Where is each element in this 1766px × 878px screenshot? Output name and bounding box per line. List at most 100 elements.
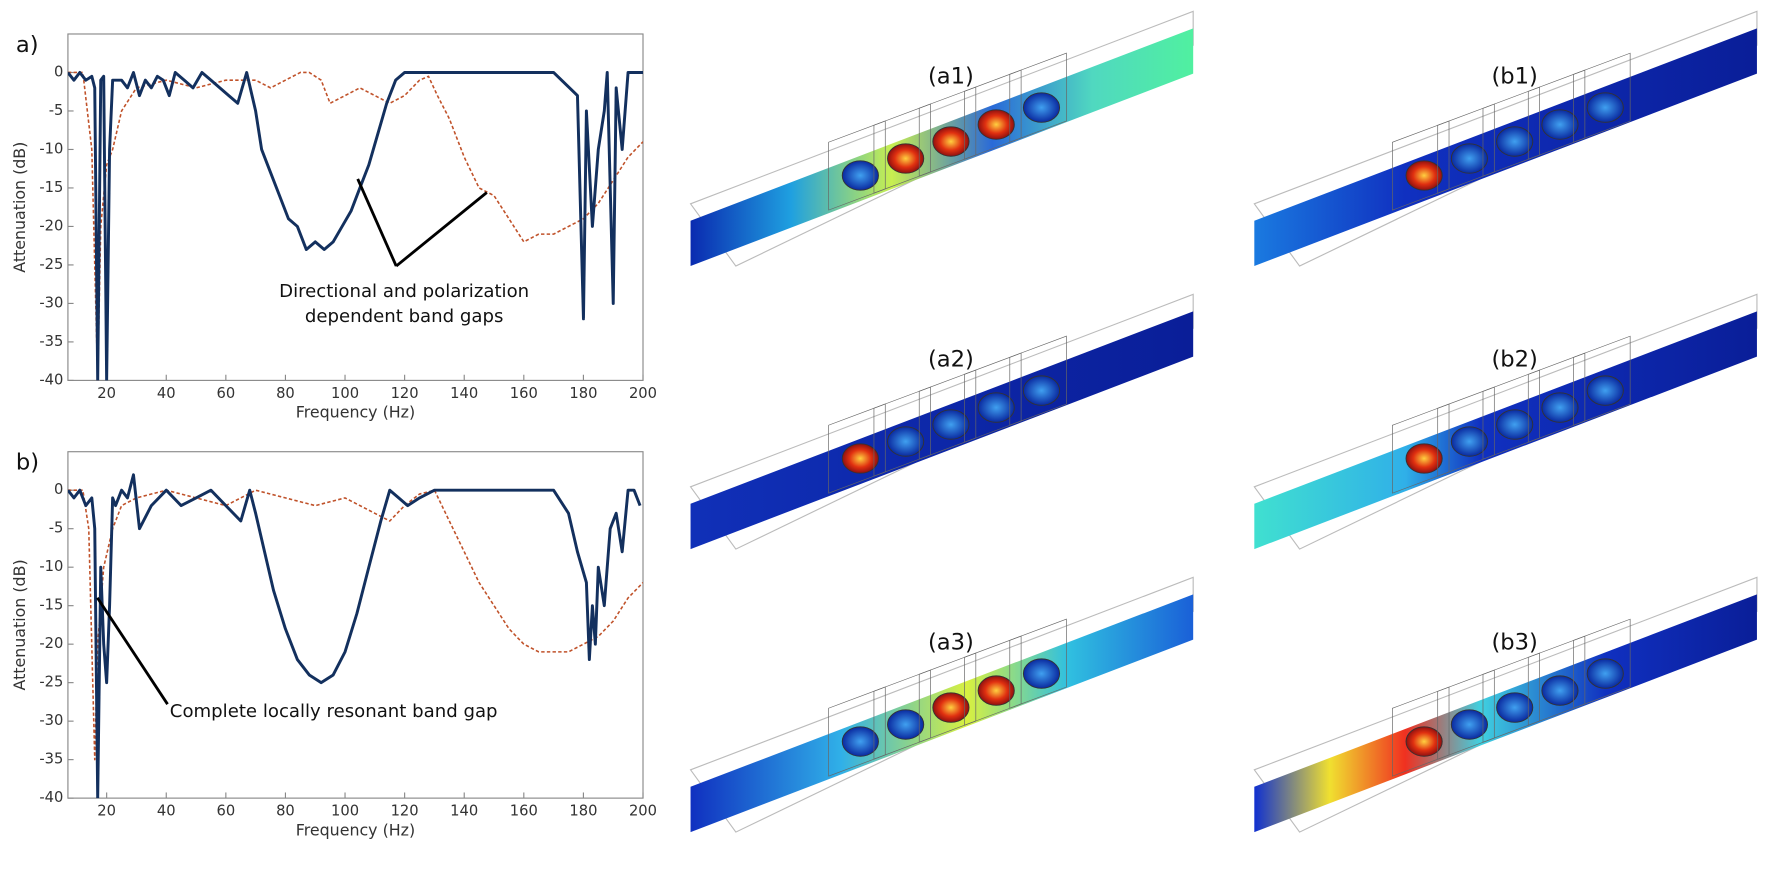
resonator [1450,709,1488,740]
x-tick-label: 140 [450,385,478,402]
x-tick-label: 200 [629,803,657,820]
simulation-panel: (b3) [1253,576,1758,833]
series-line [67,473,642,799]
x-tick-label: 60 [216,385,235,402]
x-tick-label: 120 [391,385,419,402]
x-axis-label: Frequency (Hz) [296,820,415,839]
cell [964,635,1022,726]
annotation: Complete locally resonant band gap [170,701,498,722]
x-tick-label: 180 [569,803,597,820]
x-tick-label: 40 [157,385,176,402]
resonator [1541,392,1579,423]
simulation-panel: (a2) [689,293,1194,550]
annotation-pointer [96,596,169,705]
cell [1527,635,1586,726]
cell [1392,403,1450,494]
panel-label: b) [16,450,39,476]
resonator [841,726,879,757]
resonator [1022,658,1061,689]
cell [1009,618,1067,709]
resonator [1022,375,1061,406]
y-axis-label: Attenuation (dB) [10,559,29,690]
x-tick-label: 100 [331,385,359,402]
y-tick-label: -5 [49,520,64,537]
resonator [1496,126,1534,157]
panel-label: a) [16,32,39,58]
chart: 20 40 60 80 100 120 140 160 180 200 0 -5 -10 -15 -20 -2… [10,32,657,422]
cell [918,652,977,743]
resonator [841,443,879,474]
y-tick-label: -35 [39,751,63,768]
y-tick-label: -5 [49,102,64,119]
resonator [887,709,925,740]
panel-title: (a2) [928,347,974,373]
resonator [977,392,1015,423]
cell [1437,386,1495,477]
resonator [977,675,1015,706]
resonator [1496,692,1534,723]
cell [1527,69,1586,160]
cell [828,120,886,211]
resonator [1405,443,1443,474]
x-tick-label: 100 [331,803,359,820]
cell [1009,52,1067,143]
y-tick-label: -30 [39,294,63,311]
cell [828,686,886,777]
simulation-panel: (a1) [689,10,1194,267]
resonator [1405,160,1443,191]
resonator [841,160,879,191]
x-tick-label: 120 [391,803,419,820]
y-tick-label: -10 [39,558,63,575]
simulation-panel: (a3) [689,576,1194,833]
cell [1009,335,1067,426]
y-axis-label: Attenuation (dB) [10,142,29,273]
panel-title: (a3) [928,630,974,656]
panel-title: (a1) [928,64,974,90]
x-tick-label: 80 [276,385,295,402]
resonator [1022,92,1061,123]
x-tick-label: 140 [450,803,478,820]
annotation-pointer [356,178,398,267]
simulation-panel: (b2) [1253,293,1758,550]
panel-title: (b1) [1491,64,1537,90]
cell [964,352,1022,443]
simulation-panel: (b1) [1253,10,1758,267]
plot-area [67,33,644,381]
cell [1573,52,1631,143]
y-tick-label: -15 [39,597,63,614]
x-tick-label: 40 [157,803,176,820]
cell [1392,686,1450,777]
panel-title: (b2) [1491,347,1537,373]
x-tick-label: 180 [569,385,597,402]
cell [1437,669,1495,760]
cell [828,403,886,494]
plot-area [67,451,644,799]
annotation: dependent band gaps [305,306,504,327]
x-tick-label: 160 [510,803,538,820]
y-tick-label: -20 [39,217,63,234]
panel-title: (b3) [1491,630,1537,656]
y-tick-label: -10 [39,140,63,157]
resonator [932,692,970,723]
resonator [932,126,970,157]
series-line [67,71,644,381]
resonator [887,143,925,174]
y-tick-label: 0 [54,63,63,80]
y-tick-label: -35 [39,333,63,350]
x-axis-label: Frequency (Hz) [296,403,415,422]
cell [1392,120,1450,211]
cell [1573,335,1631,426]
y-tick-label: -15 [39,179,63,196]
resonator [887,426,925,457]
y-tick-label: -25 [39,256,63,273]
cell [918,86,977,177]
cell [1482,369,1540,460]
y-tick-label: 0 [54,481,63,498]
resonator [1541,675,1579,706]
x-tick-label: 160 [510,385,538,402]
resonator [1541,109,1579,140]
cell [1482,652,1540,743]
resonator [1450,143,1488,174]
